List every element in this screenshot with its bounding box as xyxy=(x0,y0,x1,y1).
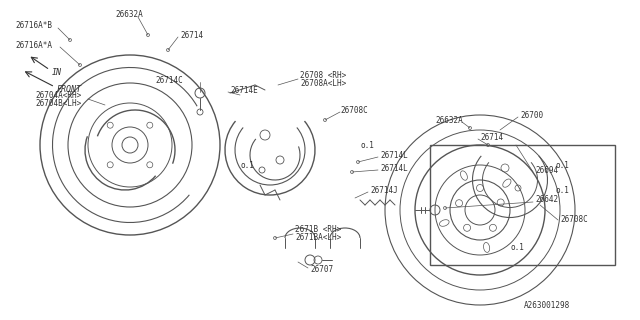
Text: 26700: 26700 xyxy=(520,110,543,119)
Text: 26704A<RH>: 26704A<RH> xyxy=(35,91,81,100)
Text: 26632A: 26632A xyxy=(435,116,463,124)
Text: 26707: 26707 xyxy=(310,266,333,275)
Text: FRONT: FRONT xyxy=(57,84,82,93)
Text: 2671BA<LH>: 2671BA<LH> xyxy=(295,234,341,243)
Bar xyxy=(430,145,615,265)
Text: 26642: 26642 xyxy=(535,196,558,204)
Text: 26716A*A: 26716A*A xyxy=(15,41,52,50)
Text: 26716A*B: 26716A*B xyxy=(15,20,52,29)
Text: o.1: o.1 xyxy=(360,140,374,149)
Text: 26708 <RH>: 26708 <RH> xyxy=(300,70,346,79)
Text: 26704B<LH>: 26704B<LH> xyxy=(35,99,81,108)
Text: 26714C: 26714C xyxy=(155,76,183,84)
Text: 26714J: 26714J xyxy=(370,186,397,195)
Text: 26714L: 26714L xyxy=(380,150,408,159)
Text: A263001298: A263001298 xyxy=(524,301,570,310)
Text: 26708A<LH>: 26708A<LH> xyxy=(300,78,346,87)
Text: 26708C: 26708C xyxy=(340,106,368,115)
Text: 2671B <RH>: 2671B <RH> xyxy=(295,226,341,235)
Text: 26694: 26694 xyxy=(535,165,558,174)
Text: 26632A: 26632A xyxy=(115,10,143,19)
Text: o.1: o.1 xyxy=(555,186,569,195)
Text: 26714: 26714 xyxy=(180,30,203,39)
Text: o.1: o.1 xyxy=(510,244,524,252)
Text: IN: IN xyxy=(52,68,62,76)
Text: 26714L: 26714L xyxy=(380,164,408,172)
Text: 26714E: 26714E xyxy=(230,85,258,94)
Text: o.1: o.1 xyxy=(555,161,569,170)
Text: 26714: 26714 xyxy=(480,132,503,141)
Text: 26708C: 26708C xyxy=(560,215,588,225)
Text: o.1: o.1 xyxy=(240,161,254,170)
